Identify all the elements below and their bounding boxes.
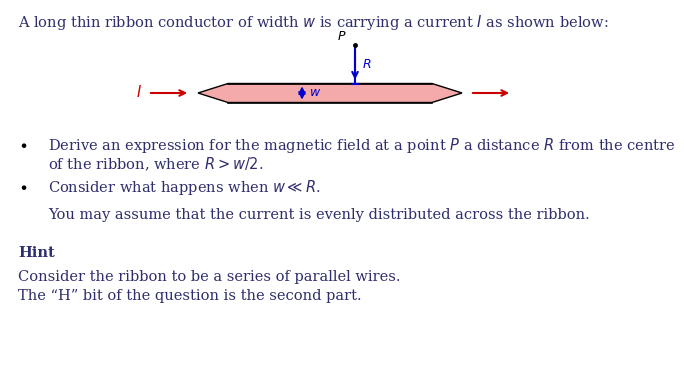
Text: $P$: $P$ — [337, 30, 347, 43]
Text: The “H” bit of the question is the second part.: The “H” bit of the question is the secon… — [18, 289, 362, 303]
Text: $R$: $R$ — [362, 58, 371, 71]
Text: Derive an expression for the magnetic field at a point $P$ a distance $R$ from t: Derive an expression for the magnetic fi… — [48, 136, 676, 155]
Text: You may assume that the current is evenly distributed across the ribbon.: You may assume that the current is evenl… — [48, 208, 590, 222]
Text: Hint: Hint — [18, 246, 55, 260]
Text: $w$: $w$ — [309, 86, 321, 99]
Text: A long thin ribbon conductor of width $w$ is carrying a current $I$ as shown bel: A long thin ribbon conductor of width $w… — [18, 13, 608, 32]
Text: Consider what happens when $w \ll R$.: Consider what happens when $w \ll R$. — [48, 178, 321, 197]
Text: $I$: $I$ — [136, 84, 142, 100]
Text: $\bullet$: $\bullet$ — [18, 178, 27, 195]
Polygon shape — [198, 84, 462, 103]
Text: of the ribbon, where $R > w/2$.: of the ribbon, where $R > w/2$. — [48, 156, 263, 173]
Text: Consider the ribbon to be a series of parallel wires.: Consider the ribbon to be a series of pa… — [18, 270, 401, 284]
Text: $\bullet$: $\bullet$ — [18, 136, 27, 153]
